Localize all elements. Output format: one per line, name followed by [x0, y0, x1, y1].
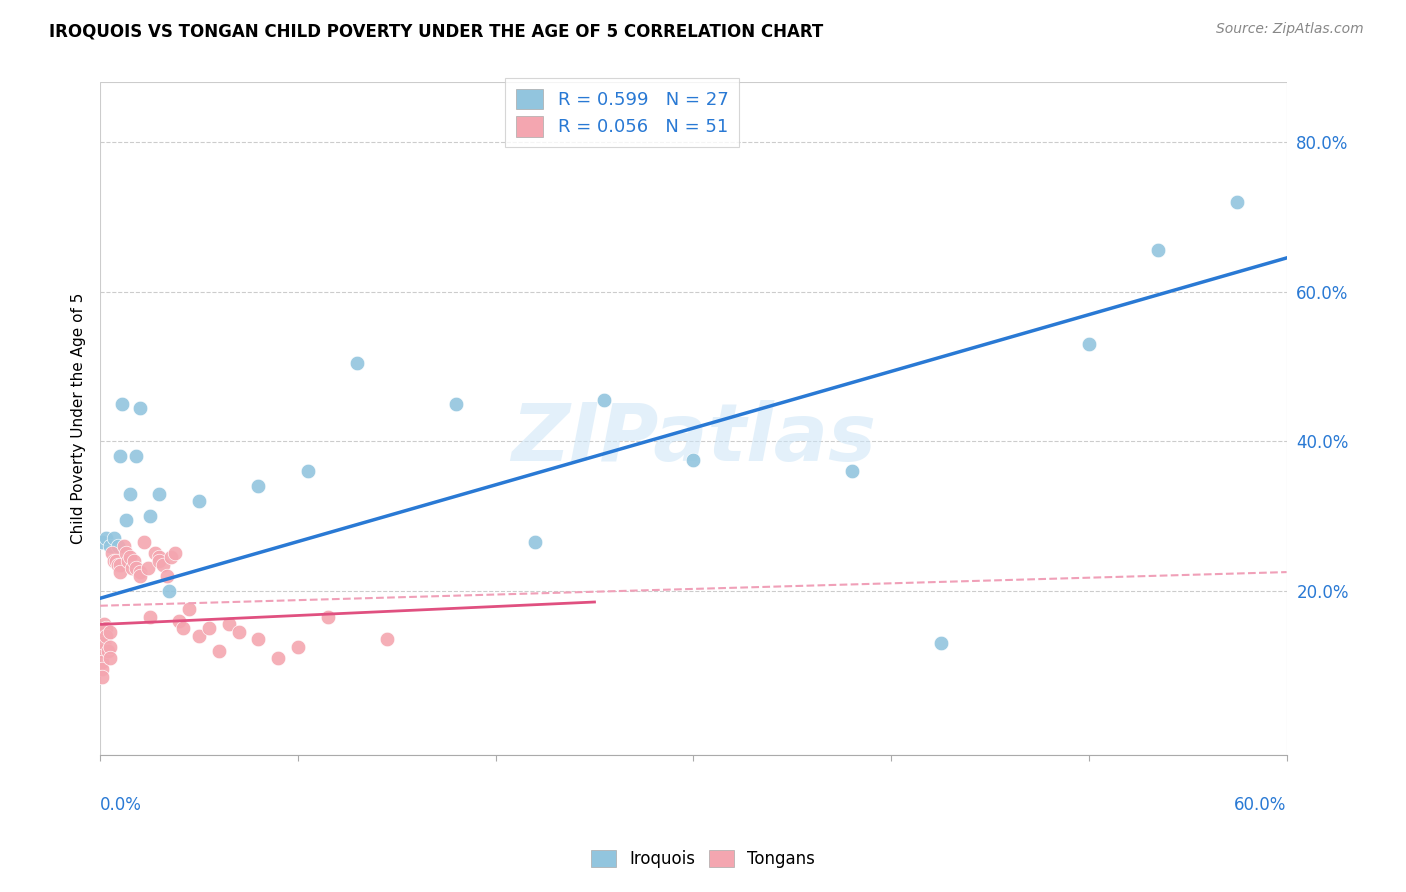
Point — [218, 617, 240, 632]
Point — [152, 558, 174, 572]
Point — [107, 558, 129, 572]
Point — [138, 610, 160, 624]
Point — [682, 453, 704, 467]
Point — [91, 670, 114, 684]
Point — [118, 486, 141, 500]
Point — [160, 550, 183, 565]
Point — [375, 632, 398, 647]
Point — [128, 565, 150, 579]
Point — [172, 621, 194, 635]
Text: Source: ZipAtlas.com: Source: ZipAtlas.com — [1216, 22, 1364, 37]
Point — [179, 602, 201, 616]
Point — [247, 479, 270, 493]
Point — [111, 397, 134, 411]
Text: 60.0%: 60.0% — [1234, 796, 1286, 814]
Point — [98, 651, 121, 665]
Point — [444, 397, 467, 411]
Point — [128, 569, 150, 583]
Point — [98, 539, 121, 553]
Point — [198, 621, 221, 635]
Point — [138, 508, 160, 523]
Point — [125, 561, 148, 575]
Point — [103, 554, 125, 568]
Point — [167, 614, 190, 628]
Point — [103, 532, 125, 546]
Point — [97, 643, 120, 657]
Point — [94, 629, 117, 643]
Point — [1226, 194, 1249, 209]
Point — [91, 655, 114, 669]
Legend: R = 0.599   N = 27, R = 0.056   N = 51: R = 0.599 N = 27, R = 0.056 N = 51 — [505, 78, 740, 147]
Point — [228, 624, 250, 639]
Point — [91, 643, 114, 657]
Point — [316, 610, 339, 624]
Point — [188, 494, 211, 508]
Point — [98, 640, 121, 654]
Point — [108, 565, 131, 579]
Point — [267, 651, 290, 665]
Point — [91, 535, 114, 549]
Point — [188, 629, 211, 643]
Point — [136, 561, 159, 575]
Point — [1077, 337, 1099, 351]
Text: ZIPatlas: ZIPatlas — [510, 400, 876, 478]
Point — [148, 550, 170, 565]
Point — [121, 561, 143, 575]
Point — [101, 546, 124, 560]
Point — [118, 550, 141, 565]
Point — [104, 554, 127, 568]
Point — [114, 513, 136, 527]
Point — [148, 486, 170, 500]
Point — [98, 624, 121, 639]
Point — [346, 356, 368, 370]
Point — [841, 464, 863, 478]
Point — [247, 632, 270, 647]
Point — [208, 643, 231, 657]
Point — [114, 546, 136, 560]
Point — [929, 636, 952, 650]
Point — [1147, 244, 1170, 258]
Point — [145, 546, 167, 560]
Point — [132, 535, 155, 549]
Y-axis label: Child Poverty Under the Age of 5: Child Poverty Under the Age of 5 — [72, 293, 86, 544]
Legend: Iroquois, Tongans: Iroquois, Tongans — [585, 843, 821, 875]
Point — [91, 662, 114, 676]
Point — [117, 554, 139, 568]
Point — [287, 640, 309, 654]
Point — [165, 546, 187, 560]
Text: IROQUOIS VS TONGAN CHILD POVERTY UNDER THE AGE OF 5 CORRELATION CHART: IROQUOIS VS TONGAN CHILD POVERTY UNDER T… — [49, 22, 824, 40]
Point — [156, 569, 179, 583]
Point — [524, 535, 547, 549]
Point — [94, 621, 117, 635]
Point — [93, 629, 115, 643]
Point — [125, 449, 148, 463]
Point — [93, 617, 115, 632]
Point — [94, 532, 117, 546]
Text: 0.0%: 0.0% — [100, 796, 142, 814]
Point — [148, 554, 170, 568]
Point — [93, 636, 115, 650]
Point — [108, 449, 131, 463]
Point — [108, 558, 131, 572]
Point — [157, 583, 180, 598]
Point — [128, 401, 150, 415]
Point — [297, 464, 319, 478]
Point — [107, 539, 129, 553]
Point — [122, 554, 145, 568]
Point — [593, 392, 616, 407]
Point — [112, 539, 135, 553]
